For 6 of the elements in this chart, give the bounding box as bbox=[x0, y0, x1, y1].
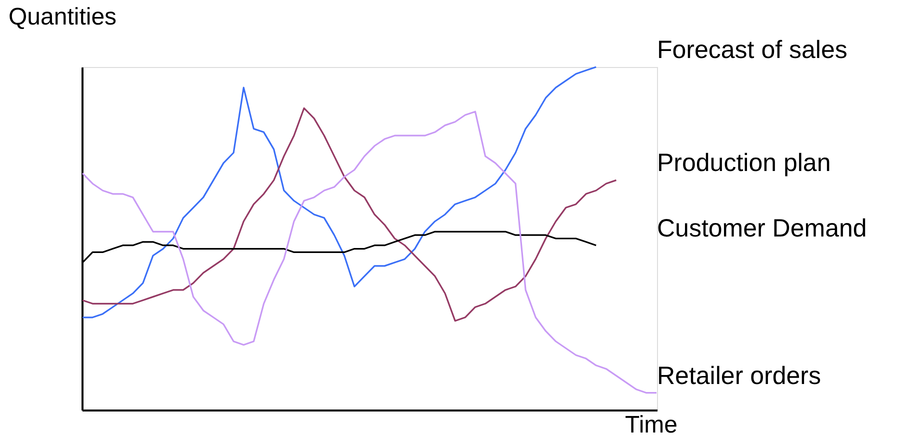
x-axis-title: Time bbox=[625, 412, 678, 438]
text: Customer Demand bbox=[657, 214, 867, 242]
series-label: Retailer orders bbox=[657, 362, 821, 390]
series-label: Production plan bbox=[657, 149, 831, 178]
y-axis-title: Quantities bbox=[8, 4, 117, 30]
text: Forecast of sales bbox=[657, 36, 848, 64]
